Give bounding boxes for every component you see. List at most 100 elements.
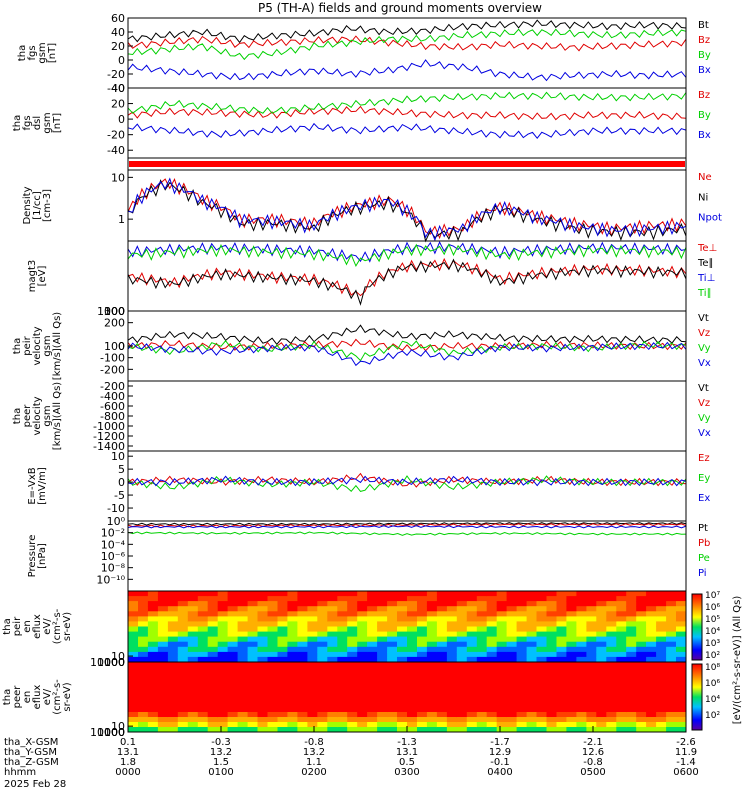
heatmap-cell	[227, 611, 239, 617]
heatmap-cell	[536, 662, 547, 668]
y-tick-label: 10	[111, 720, 125, 733]
heatmap-cell	[476, 717, 488, 723]
heatmap-cell	[377, 662, 388, 668]
heatmap-cell	[636, 621, 647, 627]
heatmap-cell	[138, 636, 149, 643]
heatmap-cell	[486, 616, 498, 622]
heatmap-cell	[128, 707, 139, 713]
heatmap-cell	[167, 722, 179, 728]
heatmap-cell	[596, 601, 607, 607]
y-axis-label: thafgsgsm[nT]	[17, 42, 58, 63]
heatmap-cell	[377, 727, 388, 733]
heatmap-cell	[596, 641, 607, 648]
heatmap-cell	[337, 667, 348, 673]
heatmap-cell	[506, 656, 518, 663]
heatmap-cell	[187, 651, 199, 658]
heatmap-cell	[207, 677, 219, 683]
heatmap-cell	[207, 621, 219, 627]
heatmap-cell	[666, 631, 677, 638]
heatmap-cell	[676, 601, 687, 607]
heatmap-cell	[177, 712, 189, 718]
heatmap-cell	[307, 631, 318, 638]
heatmap-cell	[167, 641, 179, 648]
heatmap-cell	[546, 641, 557, 648]
heatmap-cell	[157, 717, 169, 723]
heatmap-cell	[676, 621, 687, 627]
heatmap-cell	[546, 672, 557, 678]
heatmap-cell	[596, 606, 607, 612]
heatmap-cell	[536, 616, 547, 622]
heatmap-cell	[157, 702, 169, 708]
series-line-Bt	[127, 19, 687, 44]
heatmap-cell	[277, 596, 288, 602]
heatmap-cell	[387, 682, 398, 688]
heatmap-cell	[207, 636, 219, 643]
heatmap-cell	[177, 616, 189, 622]
heatmap-cell	[536, 707, 547, 713]
colorbar-tick: 10⁶	[705, 603, 720, 613]
heatmap-cell	[247, 692, 259, 698]
heatmap-cell	[456, 712, 468, 718]
heatmap-cell	[576, 611, 587, 617]
heatmap-cell	[147, 626, 159, 633]
heatmap-cell	[426, 621, 438, 627]
heatmap-cell	[207, 591, 219, 597]
heatmap-cell	[167, 662, 179, 668]
heatmap-cell	[606, 697, 617, 703]
heatmap-cell	[247, 667, 259, 673]
x-row-value: -1.7	[490, 737, 510, 748]
heatmap-cell	[147, 682, 159, 688]
heatmap-cell	[576, 722, 587, 728]
heatmap-cell	[297, 611, 308, 617]
heatmap-cell	[526, 626, 538, 633]
heatmap-cell	[646, 606, 657, 612]
heatmap-cell	[446, 717, 458, 723]
heatmap-cell	[556, 697, 567, 703]
heatmap-cell	[377, 702, 388, 708]
heatmap-cell	[197, 707, 209, 713]
heatmap-cell	[397, 727, 408, 733]
y-tick-label: -400	[100, 390, 125, 403]
heatmap-cell	[187, 601, 199, 607]
heatmap-cell	[496, 626, 508, 633]
heatmap-cell	[626, 596, 637, 602]
heatmap-cell	[367, 591, 378, 597]
heatmap-cell	[526, 636, 538, 643]
heatmap-cell	[616, 692, 627, 698]
heatmap-cell	[357, 601, 368, 607]
heatmap-cell	[357, 591, 368, 597]
heatmap-cell	[596, 611, 607, 617]
heatmap-cell	[157, 641, 169, 648]
colorbar-top	[691, 593, 703, 661]
heatmap-cell	[636, 651, 647, 658]
heatmap-cell	[666, 651, 677, 658]
heatmap-cell	[377, 591, 388, 597]
heatmap-cell	[337, 707, 348, 713]
heatmap-cell	[536, 682, 547, 688]
heatmap-cell	[526, 611, 538, 617]
heatmap-cell	[307, 672, 318, 678]
legend-Vt: Vt	[698, 383, 709, 394]
heatmap-cell	[646, 687, 657, 693]
heatmap-cell	[397, 662, 408, 668]
heatmap-cell	[526, 672, 538, 678]
heatmap-cell	[526, 646, 538, 653]
heatmap-cell	[207, 596, 219, 602]
heatmap-cell	[177, 717, 189, 723]
heatmap-cell	[636, 707, 647, 713]
heatmap-cell	[267, 621, 278, 627]
heatmap-cell	[526, 601, 538, 607]
series-line-Te∥	[127, 258, 687, 306]
heatmap-cell	[476, 667, 488, 673]
heatmap-cell	[157, 662, 169, 668]
heatmap-cell	[307, 596, 318, 602]
heatmap-cell	[247, 636, 259, 643]
heatmap-cell	[586, 702, 597, 708]
heatmap-cell	[566, 662, 577, 668]
heatmap-cell	[606, 596, 617, 602]
heatmap-cell	[327, 641, 338, 648]
series-line-Bx	[127, 122, 687, 140]
heatmap-cell	[167, 692, 179, 698]
